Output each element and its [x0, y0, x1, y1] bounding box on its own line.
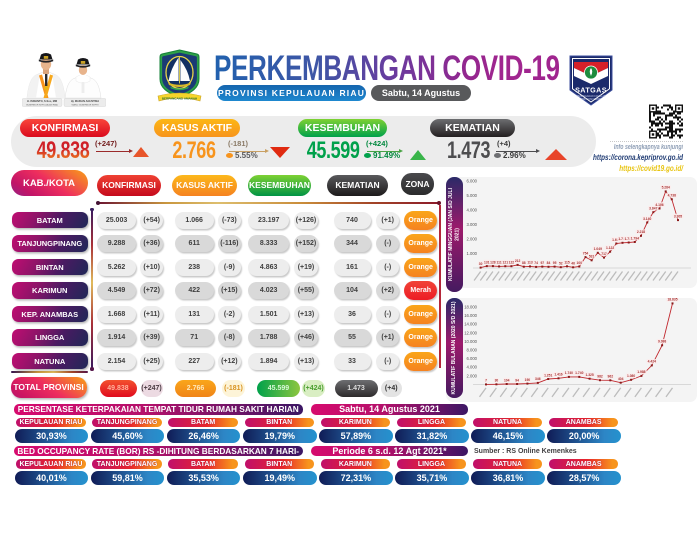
svg-text:H. ISDIANTO, S.Sos, MM: H. ISDIANTO, S.Sos, MM: [27, 99, 57, 103]
svg-text:212: 212: [515, 259, 521, 263]
svg-text:16.000: 16.000: [464, 313, 477, 318]
svg-text:1.988: 1.988: [637, 370, 645, 374]
svg-text:12.000: 12.000: [464, 330, 477, 335]
svg-text:3.847: 3.847: [649, 207, 657, 211]
svg-text:190: 190: [525, 378, 531, 382]
svg-text:754: 754: [583, 251, 589, 255]
svg-text:962: 962: [608, 375, 614, 379]
svg-text:104: 104: [504, 378, 510, 382]
svg-text:1.325: 1.325: [585, 373, 593, 377]
svg-text:9.098: 9.098: [658, 340, 666, 344]
svg-text:88: 88: [522, 261, 526, 265]
svg-text:2.000: 2.000: [467, 373, 478, 378]
svg-text:115: 115: [564, 261, 569, 265]
svg-text:2021): 2021): [454, 228, 460, 241]
svg-text:10.000: 10.000: [464, 339, 477, 344]
svg-text:BERPANCANG AMANAH: BERPANCANG AMANAH: [162, 96, 197, 100]
svg-text:100: 100: [577, 261, 583, 265]
svg-text:1.757: 1.757: [625, 237, 633, 241]
svg-text:6.000: 6.000: [467, 356, 478, 361]
svg-text:2.218: 2.218: [637, 230, 645, 234]
svg-text:3.000: 3.000: [467, 222, 478, 227]
svg-text:PENANGANAN COVID-19: PENANGANAN COVID-19: [577, 95, 606, 98]
svg-text:30: 30: [479, 262, 483, 266]
svg-text:18.000: 18.000: [464, 305, 477, 310]
svg-text:1.122: 1.122: [606, 246, 614, 250]
svg-text:113: 113: [527, 261, 532, 265]
svg-text:1.049: 1.049: [594, 247, 602, 251]
svg-text:52: 52: [559, 262, 563, 266]
svg-text:5.284: 5.284: [662, 186, 670, 190]
svg-text:8.000: 8.000: [467, 348, 478, 353]
svg-text:97: 97: [540, 261, 544, 265]
svg-text:4.106: 4.106: [655, 203, 663, 207]
svg-text:2.000: 2.000: [467, 237, 478, 242]
svg-text:404: 404: [618, 377, 624, 381]
svg-text:84: 84: [547, 261, 551, 265]
svg-text:1.794: 1.794: [631, 236, 639, 240]
svg-text:18.835: 18.835: [667, 298, 677, 302]
svg-text:3.140: 3.140: [643, 217, 651, 221]
svg-text:4.000: 4.000: [467, 208, 478, 213]
svg-text:4.424: 4.424: [648, 360, 656, 364]
svg-text:4.000: 4.000: [467, 365, 478, 370]
svg-text:30: 30: [495, 379, 499, 383]
svg-text:531: 531: [589, 255, 595, 259]
svg-text:122: 122: [509, 261, 515, 265]
svg-text:1.690: 1.690: [612, 238, 620, 242]
svg-text:14.000: 14.000: [464, 322, 477, 327]
svg-text:7: 7: [485, 379, 487, 383]
svg-text:346: 346: [535, 377, 541, 381]
svg-text:121: 121: [503, 261, 509, 265]
svg-text:1.737: 1.737: [618, 237, 626, 241]
svg-text:PROVINSI KEPRI: PROVINSI KEPRI: [581, 98, 601, 101]
svg-text:SATGAS: SATGAS: [575, 86, 607, 95]
svg-text:KUMULATIF BULANAN (2020 S/D 20: KUMULATIF BULANAN (2020 S/D 2021): [451, 301, 457, 394]
svg-text:1.740: 1.740: [565, 371, 573, 375]
svg-text:982: 982: [597, 375, 603, 379]
svg-text:5.000: 5.000: [467, 193, 478, 198]
svg-text:1.740: 1.740: [575, 371, 583, 375]
svg-text:74: 74: [534, 261, 538, 265]
svg-text:KUMULATIF MINGGUAN (JAN S/D JU: KUMULATIF MINGGUAN (JAN S/D JULI: [448, 187, 454, 281]
svg-text:46: 46: [571, 262, 575, 266]
svg-text:6.000: 6.000: [467, 179, 478, 184]
svg-text:Hj. MARLIN AGUSTINA: Hj. MARLIN AGUSTINA: [71, 99, 99, 103]
svg-text:1.000: 1.000: [467, 251, 478, 256]
svg-text:1.080: 1.080: [627, 374, 635, 378]
svg-text:4.738: 4.738: [668, 194, 676, 198]
svg-text:95: 95: [553, 261, 557, 265]
svg-text:3.305: 3.305: [674, 214, 682, 218]
svg-text:111: 111: [497, 261, 502, 265]
svg-text:1.416: 1.416: [554, 373, 562, 377]
svg-text:94: 94: [515, 378, 519, 382]
svg-text:717: 717: [601, 252, 607, 256]
svg-text:GUBERNUR KEPULAUAN RIAU: GUBERNUR KEPULAUAN RIAU: [26, 103, 59, 106]
svg-text:131: 131: [484, 260, 490, 264]
svg-text:128: 128: [490, 260, 496, 264]
svg-text:WAKIL GUBERNUR KEPRI: WAKIL GUBERNUR KEPRI: [72, 103, 99, 106]
svg-text:1.251: 1.251: [544, 373, 552, 377]
